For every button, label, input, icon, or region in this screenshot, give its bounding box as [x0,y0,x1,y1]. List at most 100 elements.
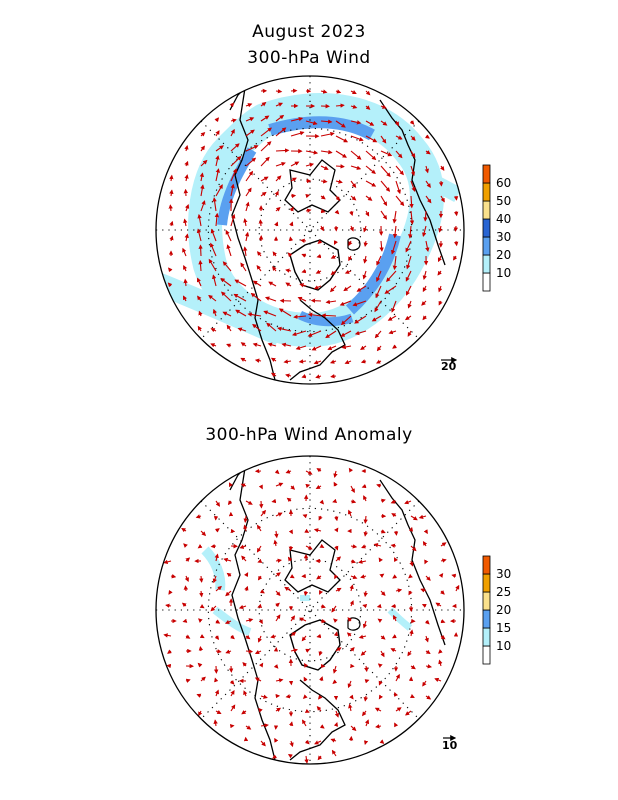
wind-vector [335,647,342,652]
wind-vector [184,144,189,152]
wind-vector [422,270,427,281]
wind-vector [167,649,172,654]
wind-vector [376,603,382,609]
wind-vector [252,280,262,287]
wind-vector [195,514,202,519]
wind-vector [440,634,446,640]
wind-vector [410,664,416,670]
wind-vector [335,103,345,108]
wind-vector [170,574,177,579]
wind-vector [352,300,367,307]
wind-vector [319,499,325,505]
wind-vector [245,500,253,505]
wind-vector [379,739,385,744]
wind-vector [409,210,415,225]
wind-vector [320,195,326,200]
wind-vector [422,315,427,321]
wind-vector [215,619,221,624]
colorbar-box [482,164,491,184]
wind-vector [380,104,387,109]
wind-vector [275,161,286,167]
wind-vector [425,180,431,188]
map-boundary [155,75,465,385]
wind-vector [314,740,322,745]
wind-vector [333,470,338,478]
wind-vector [453,225,459,232]
wind-vector [377,618,383,623]
month-title: August 2023 [252,22,366,42]
wind-vector [424,165,429,174]
wind-vector [346,632,352,637]
wind-vector [215,155,220,167]
wind-vector [304,708,310,713]
wind-vector [223,557,232,563]
wind-vector [214,553,219,562]
wind-vector [239,544,247,549]
colorbar-tick-label: 30 [496,567,511,581]
wind-vector [318,515,323,521]
wind-vector [260,191,267,197]
wind-vector [348,703,353,712]
wind-vector [339,300,352,306]
wind-vector [260,723,269,728]
wind-vector [238,604,247,610]
wind-vector [214,677,219,683]
wind-vector [386,270,397,283]
wind-vector [392,255,398,271]
wind-vector [258,219,263,227]
wind-vector [222,311,232,317]
wind-vector [273,663,279,669]
wind-vector [320,165,329,170]
wind-vector [410,515,418,521]
wind-vector [394,722,399,728]
wind-vector [360,345,367,350]
wind-vector [230,128,235,137]
wind-vector [418,514,427,519]
wind-vector [275,175,282,182]
wind-vector [356,285,367,292]
wind-vector [451,573,457,579]
wind-vector [394,557,398,563]
wind-vector [293,314,307,320]
wind-vector [425,649,431,655]
wind-vector [266,322,277,332]
wind-vector [438,300,443,306]
wind-vector [333,481,338,487]
wind-vector [184,575,189,583]
wind-vector [254,650,262,655]
wind-vector [305,648,311,653]
wind-vector [198,244,203,257]
wind-vector [252,323,262,332]
wind-vector [350,120,362,125]
anomaly-map-panel: 10 15 20 25 30 10 [155,455,511,765]
colorbar-box [482,555,491,575]
wind-vector [210,605,217,612]
wind-vector [215,168,220,182]
wind-vector [243,524,248,532]
wind-vector [407,330,412,337]
wind-vector [230,704,236,712]
wind-vector [347,617,353,622]
wind-vector [258,662,264,668]
wind-vector [388,330,397,335]
wind-vector [252,342,262,347]
wind-vector [380,165,391,178]
wind-vector [335,135,349,143]
wind-vector [210,228,217,242]
wind-vector [453,240,459,247]
wind-vector [240,262,247,272]
wind-vector [227,500,233,506]
wind-vector [320,604,326,609]
wind-vector [243,218,248,227]
wind-vector [331,605,337,613]
wind-vector [391,634,397,639]
wind-vector [363,495,368,502]
wind-vector [335,587,342,592]
wind-vector [197,544,203,549]
wind-vector [275,114,285,122]
wind-vector [350,544,358,549]
wind-vector [214,212,220,227]
wind-vector [257,558,263,563]
wind-vector [425,695,432,700]
wind-vector [392,344,397,349]
